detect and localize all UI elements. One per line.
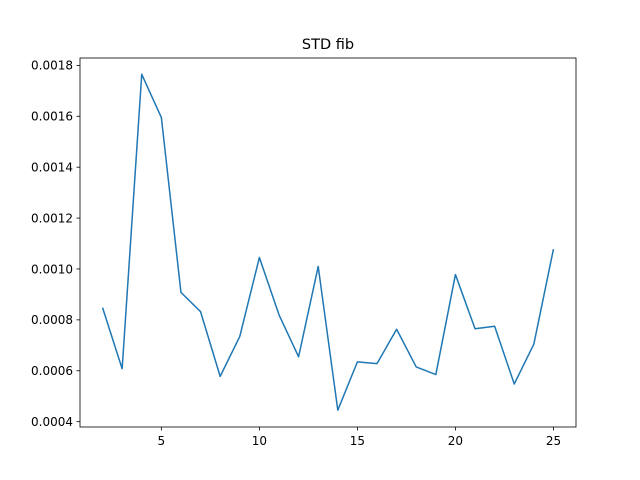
y-tick-label: 0.0010 [31, 262, 73, 276]
x-tick-label: 25 [546, 434, 561, 448]
x-tick-label: 5 [158, 434, 166, 448]
axes-frame [79, 57, 577, 428]
y-tick-label: 0.0012 [31, 211, 73, 225]
x-axis: 5 10 15 20 25 [158, 427, 561, 448]
x-tick-label: 10 [252, 434, 267, 448]
series-line-0 [101, 73, 555, 411]
x-tick-label: 15 [350, 434, 365, 448]
y-tick-label: 0.0006 [31, 364, 73, 378]
y-tick-label: 0.0018 [31, 59, 73, 73]
y-tick-label: 0.0004 [31, 415, 73, 429]
y-tick-label: 0.0008 [31, 313, 73, 327]
plot-area [101, 73, 555, 411]
chart-title: STD fib [302, 37, 354, 53]
y-axis: 0.0004 0.0006 0.0008 0.0010 0.0012 0.0014 0.00… [31, 59, 80, 429]
x-tick-label: 20 [448, 434, 463, 448]
y-tick-label: 0.0014 [31, 160, 73, 174]
y-tick-label: 0.0016 [31, 110, 73, 124]
